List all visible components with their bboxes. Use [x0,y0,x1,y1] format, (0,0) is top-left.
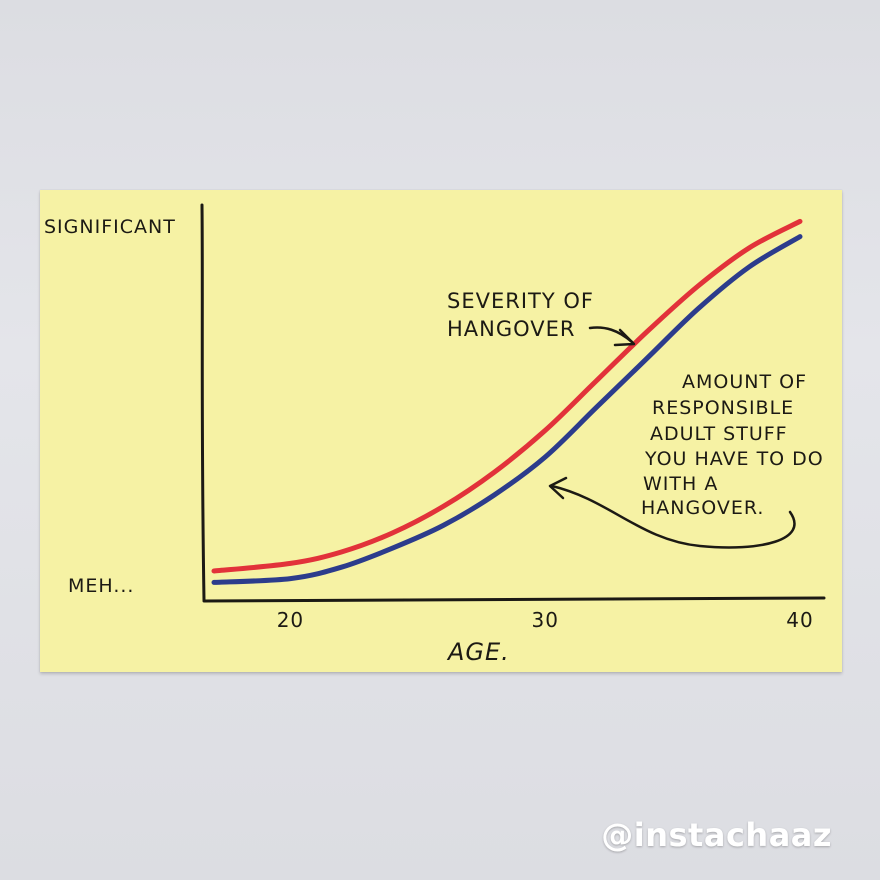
responsible-arrowhead [548,476,568,500]
severity-arrowhead [613,328,636,347]
x-tick-label: 30 [531,608,558,632]
x-axis-label: AGE. [446,638,510,666]
y-label-top: SIGNIFICANT [44,216,176,238]
severity-label-line-1: SEVERITY OF [447,289,594,313]
responsible-label-line-4: YOU HAVE TO DO [644,448,824,470]
watermark: @instachaaz [601,816,832,854]
responsible-label-line-3: ADULT STUFF [650,423,788,445]
x-tick-label: 40 [786,608,813,632]
series-line-responsible [211,234,803,585]
severity-label-line-2: HANGOVER [447,317,576,341]
responsible-label-line-5: WITH A [643,473,718,495]
sticky-note [40,190,842,672]
y-label-bottom: MEH... [68,575,134,597]
responsible-arrow [550,484,796,549]
responsible-label-line-1: AMOUNT OF [682,371,807,393]
responsible-label-line-2: RESPONSIBLE [652,397,794,419]
x-tick-label: 20 [277,608,304,632]
x-axis [202,596,826,603]
y-axis [200,203,206,602]
series-line-severity [211,218,803,574]
responsible-label-line-6: HANGOVER. [641,497,764,519]
